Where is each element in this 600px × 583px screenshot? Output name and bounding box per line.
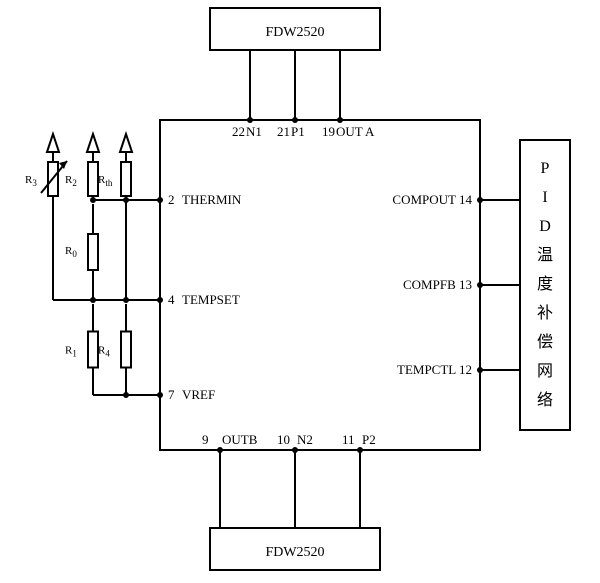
bottom-block: FDW2520 (210, 528, 380, 570)
svg-text:21: 21 (277, 124, 290, 139)
top-pin-0: 22N1 (232, 50, 262, 139)
svg-text:P2: P2 (362, 432, 376, 447)
svg-text:THERMIN: THERMIN (182, 192, 242, 207)
svg-text:22: 22 (232, 124, 245, 139)
bot-pin-2: 11 P2 (342, 432, 376, 528)
top-pin-2: 19OUT A (322, 50, 375, 139)
svg-text:P1: P1 (291, 124, 305, 139)
right-pin-2: TEMPCTL 12 (397, 362, 520, 377)
bot-pin-1: 10 N2 (277, 432, 313, 528)
svg-text:度: 度 (537, 275, 553, 293)
resistor-network: R3 R2 Rth R0 R1 R4 (25, 134, 160, 398)
svg-text:R1: R1 (65, 345, 77, 359)
left-pin-0: 2 THERMIN (157, 192, 242, 207)
bot-pin-0: 9 OUTB (202, 432, 258, 528)
svg-text:R3: R3 (25, 174, 37, 188)
svg-text:2: 2 (168, 192, 175, 207)
left-pin-1: 4 TEMPSET (157, 292, 240, 307)
svg-text:FDW2520: FDW2520 (265, 25, 324, 40)
svg-text:I: I (542, 189, 547, 206)
svg-text:补: 补 (537, 304, 553, 322)
svg-text:4: 4 (168, 292, 175, 307)
svg-text:OUT A: OUT A (336, 124, 375, 139)
svg-text:11: 11 (342, 432, 355, 447)
svg-text:网: 网 (537, 363, 553, 380)
svg-text:R4: R4 (98, 345, 110, 359)
top-block: FDW2520 (210, 8, 380, 50)
svg-text:7: 7 (168, 387, 175, 402)
right-pin-1: COMPFB 13 (403, 277, 520, 292)
svg-text:COMPFB 13: COMPFB 13 (403, 277, 472, 292)
svg-text:VREF: VREF (182, 387, 215, 402)
svg-text:COMPOUT 14: COMPOUT 14 (392, 192, 472, 207)
svg-text:10: 10 (277, 432, 290, 447)
top-pin-1: 21P1 (277, 50, 305, 139)
svg-text:FDW2520: FDW2520 (265, 545, 324, 560)
svg-text:TEMPSET: TEMPSET (182, 292, 240, 307)
svg-text:P: P (541, 160, 550, 177)
svg-text:R2: R2 (65, 174, 77, 188)
svg-text:9: 9 (202, 432, 209, 447)
svg-text:19: 19 (322, 124, 335, 139)
pid-block: PID温度补偿网络 (520, 140, 570, 430)
svg-text:D: D (539, 218, 551, 235)
left-pin-2: 7 VREF (157, 387, 215, 402)
svg-text:N1: N1 (246, 124, 262, 139)
svg-text:温: 温 (537, 246, 553, 264)
svg-text:R0: R0 (65, 245, 77, 259)
svg-text:TEMPCTL 12: TEMPCTL 12 (397, 362, 472, 377)
right-pin-0: COMPOUT 14 (392, 192, 520, 207)
svg-text:络: 络 (537, 390, 553, 409)
svg-text:偿: 偿 (537, 333, 553, 351)
svg-text:Rth: Rth (98, 174, 113, 188)
svg-text:OUTB: OUTB (222, 432, 258, 447)
svg-text:N2: N2 (297, 432, 313, 447)
